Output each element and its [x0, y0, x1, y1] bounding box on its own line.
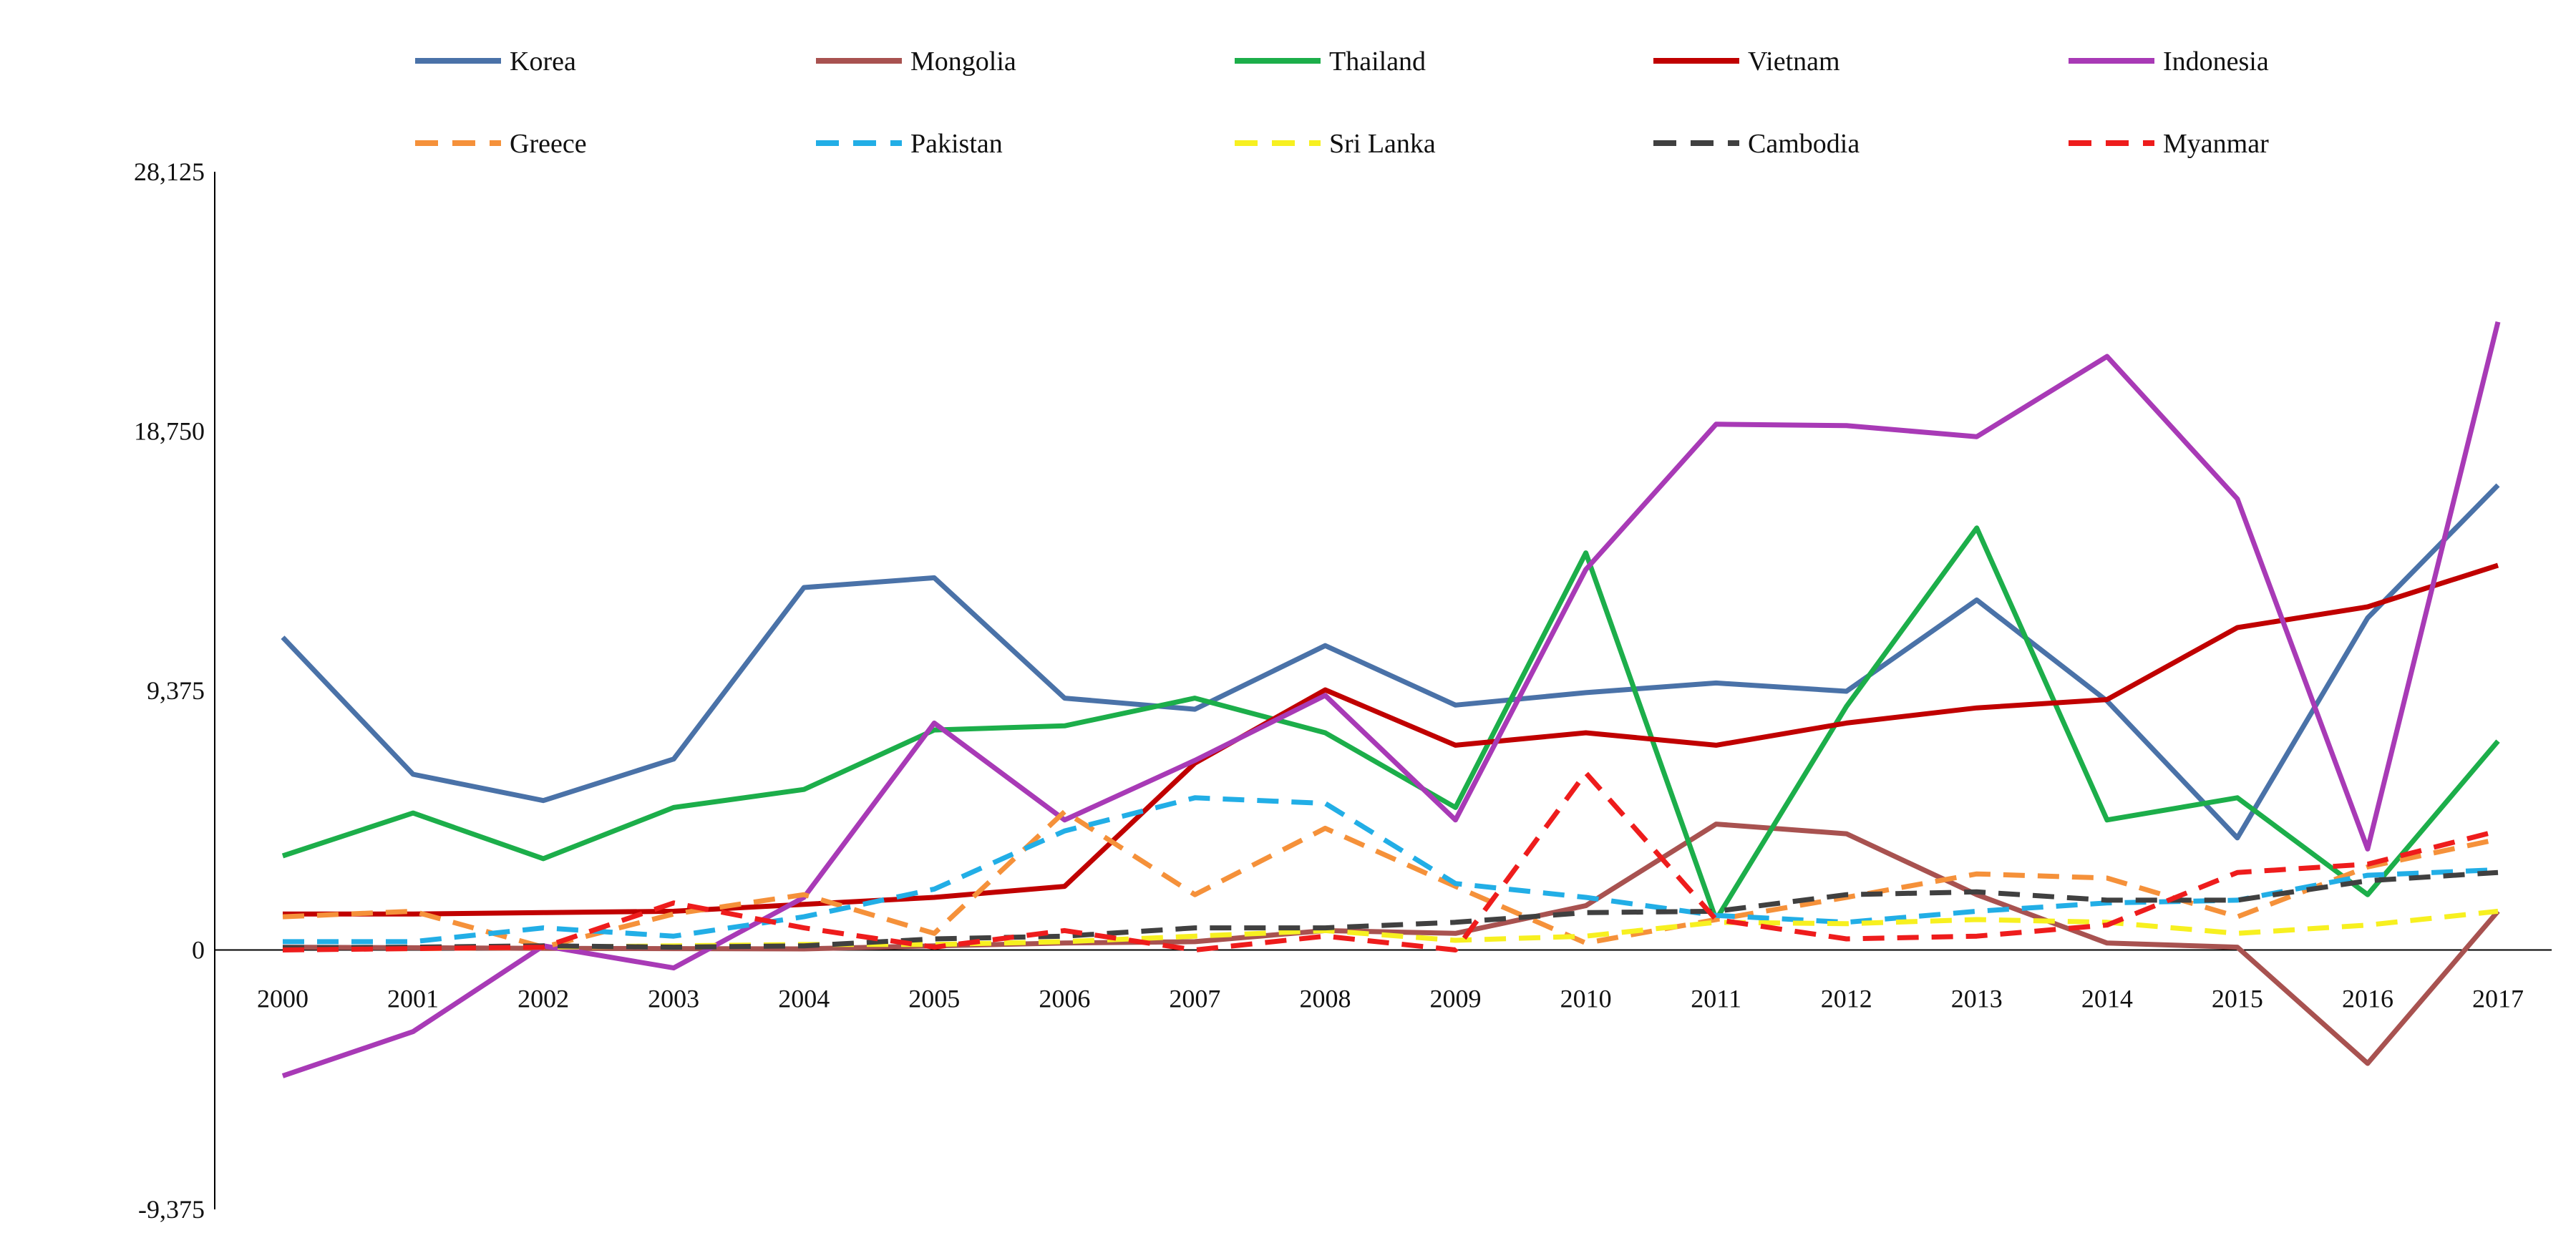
- x-tick-label: 2014: [2081, 985, 2133, 1013]
- legend-item-korea: Korea: [415, 47, 576, 77]
- legend-label: Indonesia: [2163, 47, 2269, 77]
- x-tick-label: 2000: [257, 985, 308, 1013]
- y-tick-label: 18,750: [134, 417, 205, 446]
- x-tick-label: 2001: [387, 985, 439, 1013]
- series-line-korea: [281, 483, 2500, 841]
- legend-item-pakistan: Pakistan: [816, 129, 1003, 159]
- legend-label: Myanmar: [2163, 129, 2269, 159]
- legend-label: Sri Lanka: [1329, 129, 1436, 159]
- x-tick-label: 2004: [778, 985, 830, 1013]
- series-line-indonesia: [281, 321, 2501, 1078]
- legend-item-vietnam: Vietnam: [1653, 47, 1840, 77]
- x-tick-label: 2017: [2472, 985, 2524, 1013]
- legend-label: Pakistan: [910, 129, 1003, 159]
- x-tick-label: 2002: [517, 985, 569, 1013]
- legend-label: Korea: [510, 47, 576, 77]
- legend-item-indonesia: Indonesia: [2069, 47, 2269, 77]
- y-tick-label: 28,125: [134, 157, 205, 186]
- x-tick-label: 2009: [1430, 985, 1482, 1013]
- legend-label: Cambodia: [1748, 129, 1860, 159]
- legend-item-sri-lanka: Sri Lanka: [1235, 129, 1436, 159]
- series-line-thailand: [281, 525, 2500, 922]
- series-lines: [281, 321, 2501, 1078]
- series-line-pakistan: [283, 795, 2499, 945]
- legend-item-greece: Greece: [415, 129, 587, 159]
- y-tick-label: 9,375: [147, 676, 205, 705]
- legend-label: Greece: [510, 129, 587, 159]
- legend-label: Thailand: [1329, 47, 1426, 77]
- series-line-sri-lanka: [283, 908, 2499, 952]
- y-tick-label: -9,375: [138, 1195, 205, 1224]
- y-tick-label: 0: [192, 936, 205, 965]
- x-tick-label: 2012: [1821, 985, 1872, 1013]
- series-line-vietnam: [283, 562, 2499, 917]
- x-tick-label: 2010: [1560, 985, 1612, 1013]
- legend: Korea Mongolia Thailand Vietnam Indonesia Gre…: [415, 47, 2269, 159]
- axes: -9,375 0 9,375 18,750 28,125 2000 2001 2002 2003…: [134, 157, 2552, 1224]
- legend-item-myanmar: Myanmar: [2069, 129, 2269, 159]
- legend-label: Vietnam: [1748, 47, 1840, 77]
- x-tick-label: 2005: [908, 985, 960, 1013]
- series-line-cambodia: [282, 869, 2499, 950]
- x-tick-label: 2007: [1169, 985, 1220, 1013]
- x-tick-label: 2015: [2212, 985, 2263, 1013]
- x-tick-label: 2003: [648, 985, 699, 1013]
- series-line-mongolia: [282, 822, 2500, 1066]
- legend-item-thailand: Thailand: [1235, 47, 1426, 77]
- legend-label: Mongolia: [910, 47, 1016, 77]
- x-tick-label: 2011: [1691, 985, 1741, 1013]
- x-tick-label: 2006: [1039, 985, 1090, 1013]
- legend-item-mongolia: Mongolia: [816, 47, 1016, 77]
- x-tick-label: 2008: [1299, 985, 1351, 1013]
- x-tick-label: 2016: [2342, 985, 2393, 1013]
- legend-item-cambodia: Cambodia: [1653, 129, 1860, 159]
- series-line-greece: [282, 809, 2499, 950]
- x-tick-label: 2013: [1951, 985, 2003, 1013]
